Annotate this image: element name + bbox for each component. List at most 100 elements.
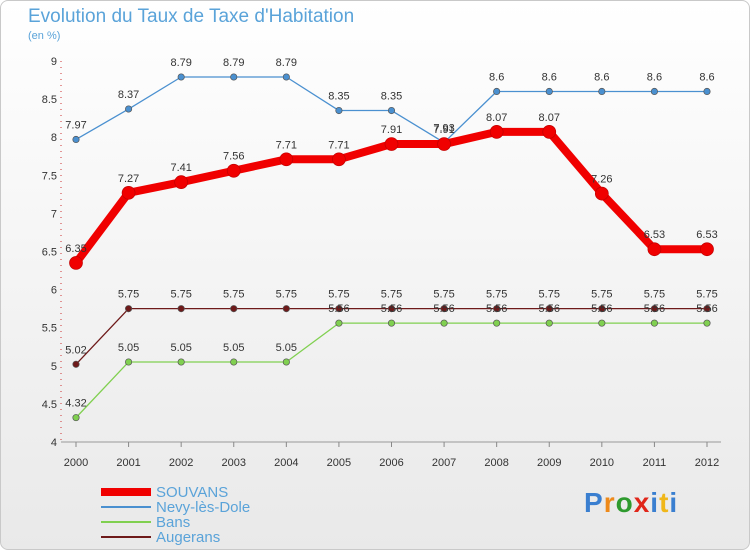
data-point: [282, 358, 290, 366]
data-label: 5.75: [486, 289, 507, 301]
logo-letter: r: [603, 487, 616, 518]
data-point: [387, 319, 396, 327]
data-point: [545, 319, 553, 327]
y-tick-label: 5.5: [42, 323, 57, 335]
data-point: [69, 256, 83, 270]
logo-letter: i: [669, 487, 679, 518]
data-point: [594, 186, 609, 201]
legend-swatch: [101, 485, 151, 500]
data-point: [174, 175, 189, 190]
data-point: [437, 137, 451, 151]
data-point: [335, 106, 343, 115]
legend-label: Augerans: [156, 529, 221, 546]
data-label: 8.6: [647, 71, 662, 83]
data-point: [72, 135, 80, 144]
x-tick-label: 2011: [643, 457, 667, 469]
y-tick-label: 9: [51, 56, 57, 68]
data-point: [703, 87, 711, 96]
x-tick-label: 2005: [327, 457, 351, 469]
data-point: [545, 87, 553, 96]
data-label: 4.32: [65, 398, 86, 410]
data-point: [598, 305, 606, 313]
data-label: 7.41: [170, 162, 191, 174]
data-point: [542, 125, 557, 139]
data-point: [125, 358, 133, 366]
data-label: 5.56: [644, 303, 665, 315]
y-tick-label: 6: [51, 285, 57, 297]
data-label: 5.75: [118, 289, 139, 301]
x-tick-label: 2000: [64, 457, 88, 469]
data-point: [647, 242, 662, 257]
logo-letter: i: [650, 487, 660, 518]
data-point: [177, 305, 185, 313]
data-label: 5.56: [591, 303, 612, 315]
data-label: 8.07: [486, 112, 507, 124]
data-label: 5.56: [433, 303, 454, 315]
data-label: 6.53: [644, 229, 665, 241]
data-point: [703, 305, 711, 313]
data-point: [279, 152, 294, 167]
data-label: 5.02: [65, 344, 86, 356]
data-label: 8.35: [381, 91, 402, 103]
data-point: [177, 358, 185, 366]
x-tick-label: 2007: [432, 457, 456, 469]
chart-title: Evolution du Taux de Taxe d'Habitation: [28, 6, 355, 27]
proxiti-logo: Proxiti: [584, 487, 678, 519]
data-point: [121, 185, 136, 200]
data-point: [440, 319, 448, 327]
data-point: [230, 73, 238, 81]
data-label: 5.75: [328, 289, 349, 301]
data-point: [125, 105, 133, 113]
data-label: 7.27: [118, 173, 139, 185]
data-label: 7.91: [381, 124, 402, 136]
data-label: 8.79: [276, 57, 297, 69]
data-point: [387, 106, 396, 115]
legend-label: Nevy-lès-Dole: [156, 499, 251, 516]
data-label: 5.05: [223, 342, 244, 354]
legend-swatch: [101, 530, 151, 545]
data-point: [650, 319, 658, 327]
data-point: [282, 305, 290, 313]
data-point: [125, 305, 133, 313]
logo-letter: o: [615, 487, 634, 518]
data-point: [493, 319, 501, 327]
data-label: 8.6: [594, 71, 609, 83]
legend-label: SOUVANS: [156, 484, 229, 501]
data-label: 5.05: [170, 342, 191, 354]
data-point: [335, 319, 343, 327]
data-label: 5.75: [223, 289, 244, 301]
legend-swatch: [101, 515, 151, 530]
x-tick-label: 2002: [169, 457, 193, 469]
y-tick-label: 4.5: [42, 399, 57, 411]
data-point: [440, 305, 448, 313]
data-point: [226, 163, 241, 178]
data-point: [493, 305, 501, 313]
y-tick-label: 7: [51, 208, 57, 220]
data-label: 8.37: [118, 89, 139, 101]
x-tick-label: 2004: [274, 457, 298, 469]
chart-subtitle: (en %): [28, 30, 61, 42]
data-label: 5.75: [276, 289, 297, 301]
data-label: 7.97: [65, 119, 86, 131]
data-point: [598, 319, 606, 327]
data-point: [703, 319, 711, 327]
data-label: 8.6: [542, 71, 557, 83]
x-tick-label: 2006: [379, 457, 403, 469]
data-label: 7.26: [591, 174, 612, 186]
y-tick-label: 6.5: [42, 247, 57, 259]
data-label: 7.71: [328, 139, 349, 151]
x-tick-label: 2003: [222, 457, 246, 469]
data-point: [598, 87, 606, 96]
data-label: 5.56: [696, 303, 717, 315]
data-label: 5.56: [539, 303, 560, 315]
data-label: 8.6: [489, 71, 504, 83]
data-label: 7.56: [223, 151, 244, 163]
data-label: 7.93: [433, 123, 454, 135]
logo-letter: t: [659, 487, 670, 518]
data-point: [384, 137, 399, 151]
series-line: [72, 127, 707, 266]
data-point: [387, 305, 396, 313]
y-tick-label: 8: [51, 132, 57, 144]
data-label: 8.79: [170, 57, 191, 69]
